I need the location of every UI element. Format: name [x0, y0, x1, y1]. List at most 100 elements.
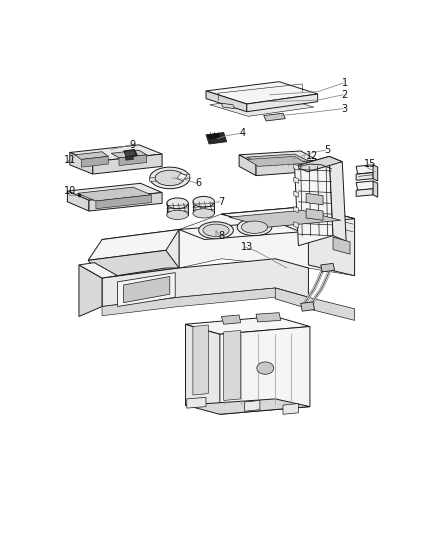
Polygon shape: [221, 315, 240, 324]
Polygon shape: [167, 203, 188, 215]
Polygon shape: [79, 263, 117, 278]
Polygon shape: [206, 82, 318, 104]
Polygon shape: [187, 398, 206, 408]
Polygon shape: [79, 265, 102, 317]
Ellipse shape: [150, 167, 190, 189]
Text: 11: 11: [64, 155, 76, 165]
Polygon shape: [208, 133, 221, 140]
Polygon shape: [276, 288, 355, 320]
Polygon shape: [88, 251, 179, 278]
Polygon shape: [102, 288, 308, 316]
Polygon shape: [308, 206, 355, 276]
Polygon shape: [373, 165, 378, 181]
Polygon shape: [306, 209, 323, 220]
Ellipse shape: [155, 170, 184, 185]
Polygon shape: [102, 230, 179, 278]
Ellipse shape: [167, 198, 188, 209]
Text: 5: 5: [324, 145, 330, 155]
Text: 3: 3: [342, 103, 348, 114]
Ellipse shape: [257, 362, 274, 374]
Polygon shape: [356, 165, 374, 174]
Polygon shape: [329, 156, 346, 241]
Polygon shape: [89, 192, 162, 211]
Polygon shape: [75, 152, 108, 159]
Polygon shape: [294, 222, 298, 228]
Text: 9: 9: [130, 140, 136, 150]
Polygon shape: [111, 150, 147, 158]
Polygon shape: [193, 202, 215, 213]
Text: 12: 12: [306, 151, 318, 161]
Polygon shape: [67, 191, 89, 211]
Polygon shape: [124, 149, 138, 157]
Ellipse shape: [203, 224, 229, 237]
Polygon shape: [294, 164, 298, 170]
Polygon shape: [179, 222, 301, 239]
Polygon shape: [220, 327, 310, 414]
Polygon shape: [210, 95, 314, 116]
Polygon shape: [185, 324, 220, 405]
Polygon shape: [124, 150, 136, 156]
Polygon shape: [247, 94, 318, 112]
Text: 10: 10: [64, 186, 76, 196]
Text: 7: 7: [218, 197, 225, 207]
Polygon shape: [81, 156, 108, 167]
Polygon shape: [321, 263, 335, 272]
Ellipse shape: [241, 221, 268, 233]
Polygon shape: [221, 206, 355, 227]
Polygon shape: [96, 195, 151, 209]
Polygon shape: [247, 154, 308, 164]
Polygon shape: [206, 133, 227, 144]
Ellipse shape: [193, 209, 215, 218]
Polygon shape: [224, 330, 240, 400]
Ellipse shape: [193, 196, 215, 207]
Polygon shape: [239, 155, 256, 175]
Polygon shape: [294, 177, 298, 183]
Polygon shape: [221, 103, 234, 109]
Polygon shape: [264, 113, 285, 121]
Ellipse shape: [199, 222, 233, 239]
Polygon shape: [294, 156, 333, 246]
Text: 2: 2: [342, 90, 348, 100]
Polygon shape: [185, 317, 310, 334]
Polygon shape: [78, 187, 151, 201]
Polygon shape: [185, 399, 310, 414]
Text: 6: 6: [195, 179, 201, 188]
Polygon shape: [356, 173, 373, 180]
Polygon shape: [229, 210, 341, 227]
Text: 4: 4: [240, 128, 246, 138]
Polygon shape: [244, 400, 260, 411]
Polygon shape: [356, 181, 374, 190]
Polygon shape: [70, 145, 162, 161]
Polygon shape: [256, 160, 318, 175]
Text: 8: 8: [218, 231, 224, 241]
Polygon shape: [119, 155, 147, 166]
Polygon shape: [356, 189, 373, 196]
Polygon shape: [294, 156, 342, 172]
Polygon shape: [301, 302, 314, 311]
Polygon shape: [294, 191, 298, 197]
Polygon shape: [117, 273, 175, 306]
Polygon shape: [193, 325, 208, 395]
Polygon shape: [239, 151, 318, 164]
Polygon shape: [150, 174, 190, 182]
Text: 1: 1: [342, 78, 348, 88]
Polygon shape: [221, 206, 355, 227]
Polygon shape: [102, 259, 308, 306]
Polygon shape: [88, 230, 179, 260]
Polygon shape: [206, 91, 247, 112]
Ellipse shape: [167, 210, 188, 220]
Polygon shape: [125, 156, 134, 160]
Text: 15: 15: [364, 159, 376, 169]
Polygon shape: [306, 193, 323, 205]
Polygon shape: [283, 403, 298, 414]
Polygon shape: [294, 206, 298, 213]
Polygon shape: [179, 206, 355, 276]
Polygon shape: [177, 173, 187, 181]
Polygon shape: [333, 237, 350, 254]
Polygon shape: [247, 156, 306, 166]
Polygon shape: [67, 183, 162, 200]
Text: 13: 13: [240, 242, 253, 252]
Polygon shape: [124, 277, 170, 303]
Ellipse shape: [237, 219, 272, 236]
Polygon shape: [256, 313, 281, 322]
